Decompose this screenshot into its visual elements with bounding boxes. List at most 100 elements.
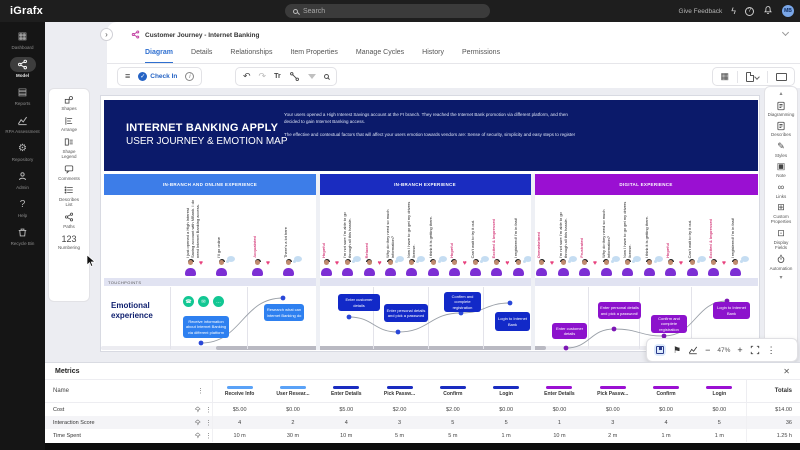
emotion-step-box[interactable]: Confirm and complete registration (444, 292, 481, 312)
close-icon[interactable]: ✕ (783, 366, 790, 376)
metrics-column-header[interactable]: Confirm (426, 379, 480, 403)
experience-band-1[interactable]: IN-BRANCH AND ONLINE EXPERIENCE (104, 174, 316, 195)
undo-icon[interactable]: ↶ (243, 71, 251, 81)
connector-tool-icon[interactable] (289, 71, 300, 82)
emotion-step-box[interactable]: Enter personal details and pick a passwo… (384, 304, 428, 322)
help-icon[interactable]: ? (745, 6, 754, 16)
emotion-step-box[interactable]: Login to Internet Bank (495, 312, 530, 331)
persona[interactable]: Relaxed ♥ (362, 197, 382, 277)
tab-details[interactable]: Details (191, 49, 213, 56)
persona[interactable]: I just opened a High Interest Saving acc… (183, 197, 203, 277)
sidebar-item-recycle-bin[interactable]: Recycle Bin (0, 225, 45, 246)
page-setup-icon[interactable] (746, 71, 760, 82)
collapse-panel-button[interactable]: › (100, 28, 113, 41)
right-panel-item-links[interactable]: ∞ Links (775, 182, 787, 199)
kebab-menu-icon[interactable]: ⋮ (197, 388, 204, 395)
right-panel-item-display-fields[interactable]: ⊡ Display Fields (773, 227, 789, 251)
scrollbar-thumb[interactable] (216, 346, 546, 350)
metrics-column-header[interactable]: User Resear... (266, 379, 320, 403)
tools-panel-item-numbering[interactable]: 123 Numbering (57, 233, 80, 251)
give-feedback-link[interactable]: Give Feedback (678, 7, 723, 15)
diagram-canvas[interactable]: INTERNET BANKING APPLY USER JOURNEY & EM… (100, 95, 760, 352)
filter-icon[interactable] (307, 74, 316, 79)
emotion-step-box[interactable]: Enter personal details and pick a passwo… (598, 302, 641, 319)
emotion-step-box[interactable]: Login to Internet Bank (713, 302, 750, 319)
pin-icon[interactable] (194, 419, 201, 426)
right-panel-item-describes[interactable]: Describes (771, 120, 791, 137)
lightning-icon[interactable]: ϟ (731, 5, 736, 16)
tab-relationships[interactable]: Relationships (230, 49, 273, 56)
emotion-step-box[interactable]: Enter customer details (338, 294, 380, 311)
tools-panel-item-shape-legend[interactable]: Shape Legend (61, 137, 77, 160)
presentation-icon[interactable] (776, 72, 787, 81)
experience-band-3[interactable]: DIGITAL EXPERIENCE (534, 174, 758, 195)
right-panel-item-automation[interactable]: Automation (770, 254, 792, 271)
metrics-column-header[interactable]: Enter Details (319, 379, 373, 403)
persona[interactable]: Now I have to go get my drivers license. (404, 197, 426, 277)
right-panel-item-diagramming[interactable]: Diagramming (768, 100, 794, 117)
metrics-column-header[interactable]: Login (479, 379, 533, 403)
scroll-down-icon[interactable]: ▾ (779, 274, 783, 281)
check-in-button[interactable]: ✓ Check In (138, 72, 178, 81)
tab-item-properties[interactable]: Item Properties (290, 49, 338, 56)
kebab-menu-icon[interactable]: ⋮ (205, 406, 212, 414)
tab-history[interactable]: History (422, 49, 444, 56)
save-icon[interactable] (654, 344, 666, 356)
persona[interactable]: I registered! I'm in fast! (728, 197, 749, 277)
avatar[interactable]: MB (782, 5, 794, 17)
sidebar-item-help[interactable]: ? Help (0, 197, 45, 218)
right-panel-item-styles[interactable]: ✎ Styles (774, 140, 788, 158)
emotion-step-box[interactable]: Enter customer details (552, 323, 587, 339)
metrics-column-header[interactable]: Receive Info (213, 379, 267, 403)
persona[interactable]: Frustrated ♥ (577, 197, 597, 277)
sidebar-item-dashboard[interactable]: ▦ Dashboard (11, 31, 34, 50)
journey-banner[interactable]: INTERNET BANKING APPLY USER JOURNEY & EM… (104, 100, 758, 171)
redo-icon[interactable]: ↷ (258, 71, 267, 81)
flag-icon[interactable]: ⚑ (673, 344, 682, 355)
persona[interactable]: Now I have to go get my drivers license. (620, 197, 641, 277)
fullscreen-icon[interactable] (750, 345, 760, 355)
persona[interactable]: Why do they need so much information? (383, 197, 404, 277)
tools-panel-item-comments[interactable]: Comments (58, 164, 80, 181)
pin-icon[interactable] (194, 406, 201, 413)
persona[interactable]: I'll go online (214, 197, 235, 277)
emotion-step-box[interactable]: Research what can Internet Banking do (264, 304, 304, 321)
persona[interactable]: I think it is getting there. (426, 197, 447, 277)
tools-panel-item-describes-list[interactable]: Describes List (59, 185, 79, 208)
mail-touchpoint-icon[interactable]: ✉ (198, 296, 209, 307)
persona[interactable]: I registered! I'm in fast! (511, 197, 532, 277)
metrics-column-header[interactable]: Confirm (639, 379, 693, 403)
zoom-level[interactable]: 47% (717, 346, 731, 354)
persona[interactable]: Can't wait to try it out. (468, 197, 490, 277)
phone-touchpoint-icon[interactable]: ☎ (183, 296, 194, 307)
emotion-step-box[interactable]: Receive information about Internet Banki… (183, 316, 229, 338)
chat-touchpoint-icon[interactable]: … (213, 296, 224, 307)
persona[interactable]: Why do they need so much information? (599, 197, 620, 277)
search-input[interactable]: Search (285, 4, 490, 18)
persona[interactable]: Excited & Impressed ♥ (489, 197, 509, 277)
right-panel-item-note[interactable]: ▣ Note (776, 161, 786, 179)
persona[interactable]: Overwhelmed ♥ (534, 197, 554, 277)
persona[interactable]: Hopeful ♥ (663, 197, 683, 277)
kebab-menu-icon[interactable]: ⋮ (205, 419, 212, 427)
right-panel-item-custom-properties[interactable]: ⊞ Custom Properties (770, 201, 792, 225)
zoom-in-button[interactable]: + (737, 344, 743, 355)
kebab-menu-icon[interactable]: ⋮ (766, 344, 776, 355)
tools-panel-item-shapes[interactable]: Shapes (61, 94, 77, 111)
tools-panel-item-paths[interactable]: Paths (63, 212, 75, 229)
persona[interactable]: Hopeful ♥ (319, 197, 339, 277)
tab-manage-cycles[interactable]: Manage Cycles (355, 49, 405, 56)
kebab-menu-icon[interactable]: ⋮ (205, 432, 212, 440)
tab-permissions[interactable]: Permissions (461, 49, 501, 56)
persona[interactable]: I'm not sure I'm able to go through all … (556, 197, 577, 277)
emotion-step-box[interactable]: Confirm and complete registration (651, 315, 687, 333)
sidebar-item-model[interactable]: Model (0, 57, 45, 78)
experience-band-2[interactable]: IN-BRANCH EXPERIENCE (319, 174, 531, 195)
hamburger-menu-icon[interactable]: ≡ (125, 71, 131, 81)
persona[interactable]: There's a lot here (281, 197, 302, 277)
sidebar-item-repository[interactable]: ⚙ Repository (0, 141, 45, 162)
metrics-column-header[interactable]: Login (692, 379, 746, 403)
persona[interactable]: I think it is getting there. (642, 197, 663, 277)
tools-panel-item-arrange[interactable]: Arrange (61, 115, 77, 132)
scroll-up-icon[interactable]: ▴ (779, 91, 783, 97)
